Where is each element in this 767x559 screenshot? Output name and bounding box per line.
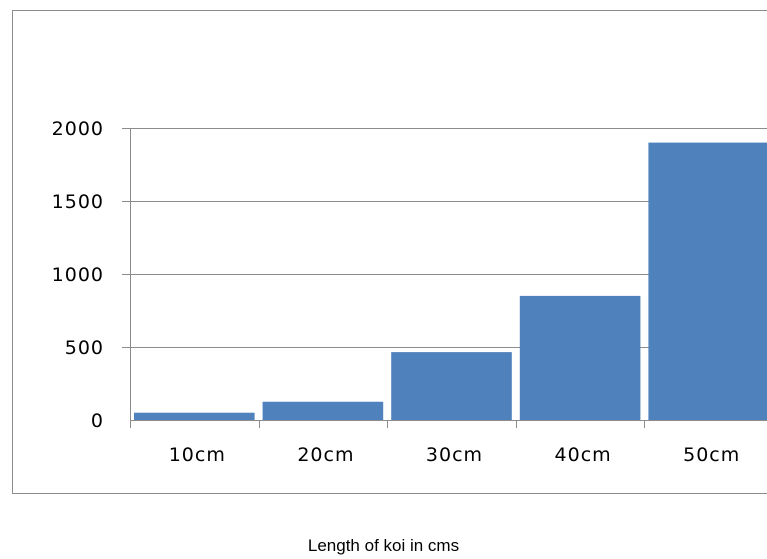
x-tick-label: 10cm [169,444,226,466]
x-tick-label: 40cm [555,444,612,466]
x-tick-label: 30cm [426,444,483,466]
y-tick-label: 2000 [52,118,104,140]
x-axis-title: Length of koi in cms [307,536,460,555]
bar-50cm [648,142,767,420]
bar-20cm [262,401,384,420]
x-tick-label: 50cm [683,444,740,466]
y-tick-label: 1500 [52,191,104,213]
x-tick-label: 20cm [297,444,354,466]
bars [134,142,767,420]
y-tick-label: 500 [65,337,104,359]
y-axis-tick-labels: 0 500 1000 1500 2000 [52,118,104,432]
y-tick-label: 1000 [52,264,104,286]
x-axis-tick-labels: 10cm 20cm 30cm 40cm 50cm [169,444,740,466]
y-tick-label: 0 [91,410,104,432]
bar-10cm [134,412,255,420]
bar-30cm [391,352,512,420]
chart-frame [12,10,767,494]
bar-40cm [519,295,641,420]
x-axis-ticks [130,420,645,428]
